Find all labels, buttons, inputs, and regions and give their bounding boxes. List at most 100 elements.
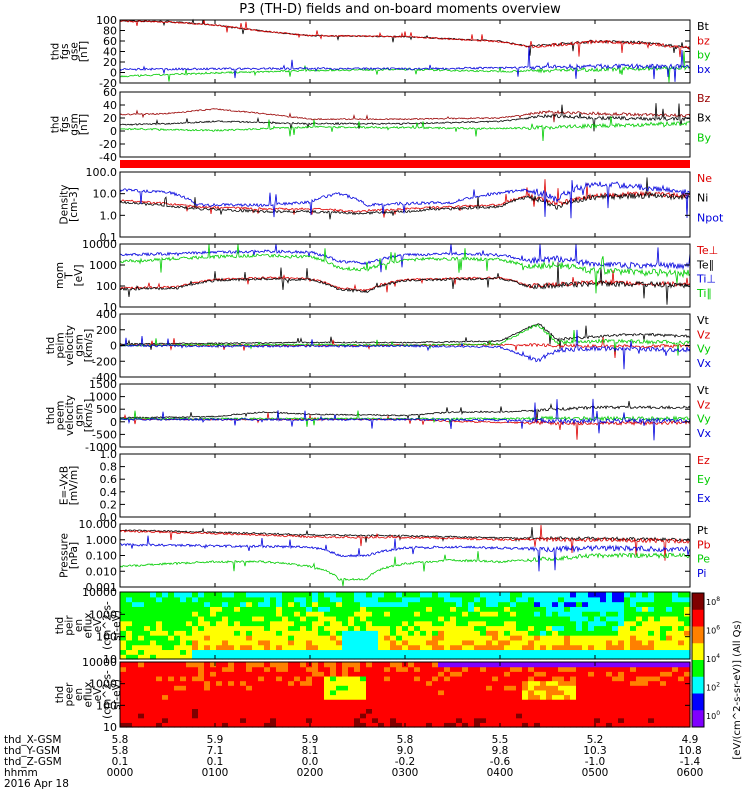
spectrogram-cell (198, 611, 205, 617)
spectrogram-cell (414, 713, 421, 719)
spectrogram-cell (270, 699, 277, 705)
spectrogram-cell (216, 685, 223, 691)
spectrogram-cell (264, 615, 271, 622)
spectrogram-cell (450, 601, 457, 607)
spectrogram-cell (168, 694, 175, 700)
spectrogram-cell (240, 662, 247, 668)
spectrogram-cell (138, 680, 145, 686)
spectrogram-cell (372, 601, 379, 607)
spectrogram-cell (570, 601, 577, 607)
spectrogram-cell (606, 615, 613, 622)
spectrogram-cell (450, 708, 457, 714)
spectrogram-cell (444, 722, 451, 728)
spectrogram-cell (660, 662, 667, 668)
spectrogram-cell (246, 703, 253, 710)
spectrogram-cell (540, 601, 547, 607)
spectrogram-cell (312, 639, 319, 646)
spectrogram-cell (294, 625, 301, 631)
spectrogram-cell (642, 635, 649, 641)
spectrogram-cell (642, 662, 649, 668)
spectrogram-cell (588, 635, 595, 641)
spectrogram-cell (684, 615, 691, 622)
spectrogram-cell (438, 689, 445, 696)
spectrogram-cell (504, 666, 511, 672)
spectrogram-cell (678, 680, 685, 686)
spectrogram-cell (168, 680, 175, 686)
spectrogram-cell (234, 606, 241, 612)
spectrogram-cell (606, 717, 613, 723)
spectrogram-cell (228, 699, 235, 705)
spectrogram-cell (396, 685, 403, 691)
spectrogram-cell (180, 662, 187, 668)
spectrogram-cell (540, 639, 547, 646)
spectrogram-cell (438, 615, 445, 622)
spectrogram-cell (504, 717, 511, 723)
spectrogram-cell (414, 596, 421, 603)
spectrogram-cell (264, 666, 271, 672)
spectrogram-cell (606, 654, 613, 660)
spectrogram-cell (156, 635, 163, 641)
spectrogram-cell (438, 685, 445, 691)
spectrogram-cell (528, 713, 535, 719)
spectrogram-cell (564, 662, 571, 668)
spectrogram-cell (540, 592, 547, 598)
spectrogram-cell (276, 635, 283, 641)
spectrogram-cell (666, 675, 673, 682)
spectrogram-cell (606, 635, 613, 641)
spectrogram-cell (456, 671, 463, 677)
spectrogram-cell (504, 703, 511, 710)
spectrogram-cell (348, 699, 355, 705)
spectrogram-cell (438, 596, 445, 603)
spectrogram-cell (636, 662, 643, 668)
spectrogram-cell (126, 699, 133, 705)
spectrogram-cell (552, 699, 559, 705)
spectrogram-cell (438, 630, 445, 636)
spectrogram-cell (384, 644, 391, 651)
spectrogram-cell (600, 713, 607, 719)
spectrogram-cell (630, 708, 637, 714)
spectrogram-cell (168, 601, 175, 607)
spectrogram-cell (402, 666, 409, 672)
spectrogram-cell (288, 596, 295, 603)
spectrogram-cell (144, 708, 151, 714)
spectrogram-cell (228, 592, 235, 598)
spectrogram-cell (486, 662, 493, 668)
spectrogram-cell (420, 615, 427, 622)
spectrogram-cell (186, 689, 193, 696)
spectrogram-cell (234, 689, 241, 696)
spectrogram-cell (216, 649, 223, 655)
spectrogram-cell (420, 611, 427, 617)
spectrogram-cell (384, 680, 391, 686)
spectrogram-cell (132, 713, 139, 719)
spectrogram-cell (360, 713, 367, 719)
spectrogram-cell (630, 606, 637, 612)
spectrogram-cell (252, 630, 259, 636)
spectrogram-cell (624, 649, 631, 655)
spectrogram-cell (552, 649, 559, 655)
spectrogram-cell (540, 630, 547, 636)
ytick-label: 0.0 (100, 511, 118, 524)
spectrogram-cell (516, 671, 523, 677)
spectrogram-cell (264, 713, 271, 719)
spectrogram-cell (618, 630, 625, 636)
series-line-fgs_gse-3 (119, 46, 691, 82)
spectrogram-cell (378, 680, 385, 686)
spectrogram-cell (576, 675, 583, 682)
spectrogram-cell (546, 703, 553, 710)
spectrogram-cell (306, 717, 313, 723)
spectrogram-cell (492, 708, 499, 714)
spectrogram-cell (318, 694, 325, 700)
spectrogram-cell (606, 680, 613, 686)
spectrogram-cell (450, 644, 457, 651)
spectrogram-cell (162, 606, 169, 612)
spectrogram-cell (312, 611, 319, 617)
spectrogram-cell (552, 662, 559, 668)
spectrogram-cell (120, 630, 127, 636)
spectrogram-cell (162, 611, 169, 617)
spectrogram-cell (276, 685, 283, 691)
spectrogram-cell (486, 615, 493, 622)
spectrogram-cell (372, 635, 379, 641)
spectrogram-cell (144, 630, 151, 636)
spectrogram-cell (240, 649, 247, 655)
spectrogram-cell (516, 685, 523, 691)
